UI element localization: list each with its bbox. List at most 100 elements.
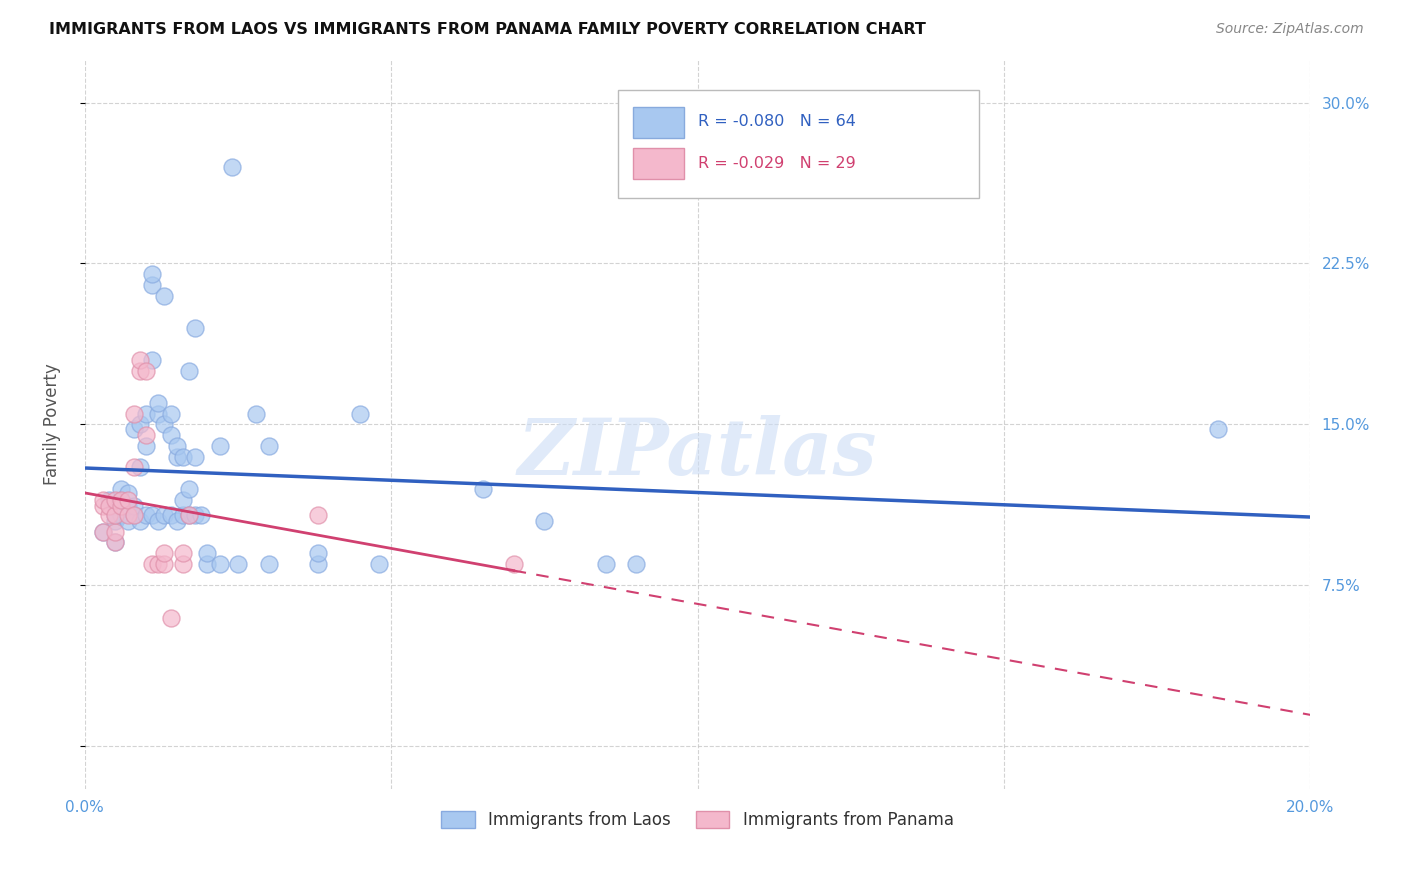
Point xyxy=(128,353,150,368)
Point xyxy=(135,439,157,453)
Point xyxy=(110,482,132,496)
Point xyxy=(104,499,127,513)
Point xyxy=(104,524,127,539)
Point xyxy=(533,514,555,528)
Point xyxy=(122,422,145,436)
Point xyxy=(128,514,150,528)
FancyBboxPatch shape xyxy=(617,90,980,198)
Point xyxy=(141,557,163,571)
Point xyxy=(117,508,139,522)
Point xyxy=(221,160,243,174)
Point xyxy=(135,407,157,421)
Point xyxy=(626,557,648,571)
Point xyxy=(110,508,132,522)
Point xyxy=(110,492,132,507)
Point xyxy=(349,407,371,421)
Point xyxy=(135,428,157,442)
Point xyxy=(148,396,170,410)
Point xyxy=(245,407,267,421)
Text: IMMIGRANTS FROM LAOS VS IMMIGRANTS FROM PANAMA FAMILY POVERTY CORRELATION CHART: IMMIGRANTS FROM LAOS VS IMMIGRANTS FROM … xyxy=(49,22,927,37)
Legend: Immigrants from Laos, Immigrants from Panama: Immigrants from Laos, Immigrants from Pa… xyxy=(434,804,960,836)
Point xyxy=(153,417,176,432)
Point xyxy=(91,524,114,539)
Point xyxy=(208,557,231,571)
Point xyxy=(148,514,170,528)
Text: Source: ZipAtlas.com: Source: ZipAtlas.com xyxy=(1216,22,1364,37)
Point xyxy=(117,486,139,500)
Point xyxy=(177,364,200,378)
Point xyxy=(153,546,176,560)
Point xyxy=(257,439,280,453)
Point xyxy=(141,267,163,281)
Point xyxy=(172,557,194,571)
Point xyxy=(104,508,127,522)
Point xyxy=(98,508,121,522)
Text: ZIPatlas: ZIPatlas xyxy=(517,416,877,491)
Point xyxy=(166,450,188,464)
Point xyxy=(195,557,218,571)
Point xyxy=(472,482,495,496)
Point xyxy=(195,546,218,560)
Point xyxy=(135,508,157,522)
Point xyxy=(148,557,170,571)
Point xyxy=(307,557,329,571)
Point xyxy=(184,508,207,522)
Point xyxy=(172,546,194,560)
Point xyxy=(172,508,194,522)
Point xyxy=(128,460,150,475)
Point xyxy=(135,364,157,378)
Point xyxy=(122,508,145,522)
Point xyxy=(91,524,114,539)
Point xyxy=(104,514,127,528)
Point xyxy=(98,492,121,507)
Point xyxy=(153,288,176,302)
Point xyxy=(159,610,181,624)
Point xyxy=(122,407,145,421)
Y-axis label: Family Poverty: Family Poverty xyxy=(44,364,60,485)
Point xyxy=(91,492,114,507)
Point xyxy=(184,321,207,335)
Point xyxy=(122,508,145,522)
Point xyxy=(153,508,176,522)
Point xyxy=(184,450,207,464)
Point xyxy=(104,535,127,549)
Point xyxy=(208,439,231,453)
Point xyxy=(104,492,127,507)
Point xyxy=(172,450,194,464)
Text: R = -0.029   N = 29: R = -0.029 N = 29 xyxy=(697,156,855,170)
Point xyxy=(177,482,200,496)
Point xyxy=(122,499,145,513)
Point xyxy=(159,407,181,421)
Text: R = -0.080   N = 64: R = -0.080 N = 64 xyxy=(697,114,855,129)
Point xyxy=(128,417,150,432)
Point xyxy=(98,499,121,513)
Point xyxy=(595,557,617,571)
Point xyxy=(117,499,139,513)
Point xyxy=(177,508,200,522)
Point xyxy=(110,499,132,513)
FancyBboxPatch shape xyxy=(633,148,685,178)
Point xyxy=(141,508,163,522)
Point xyxy=(257,557,280,571)
Point xyxy=(159,508,181,522)
Point xyxy=(117,492,139,507)
Point xyxy=(141,353,163,368)
Point xyxy=(190,508,212,522)
Point xyxy=(166,439,188,453)
Point xyxy=(128,364,150,378)
Point xyxy=(166,514,188,528)
Point xyxy=(159,428,181,442)
Point xyxy=(226,557,249,571)
FancyBboxPatch shape xyxy=(633,107,685,137)
Point xyxy=(367,557,389,571)
Point xyxy=(502,557,524,571)
Point xyxy=(141,277,163,292)
Point xyxy=(307,508,329,522)
Point xyxy=(122,460,145,475)
Point xyxy=(104,508,127,522)
Point xyxy=(117,514,139,528)
Point xyxy=(153,557,176,571)
Point xyxy=(104,535,127,549)
Point xyxy=(91,499,114,513)
Point xyxy=(177,508,200,522)
